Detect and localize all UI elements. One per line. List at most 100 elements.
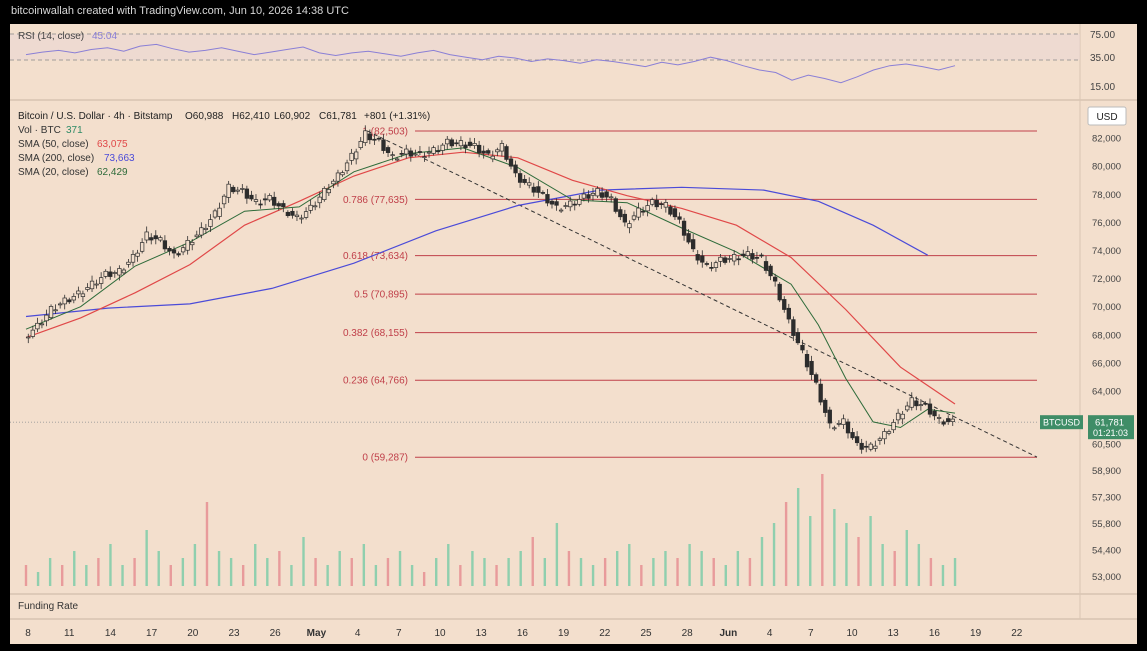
volume-bar — [628, 544, 631, 586]
candle-body — [180, 247, 186, 253]
candle-body — [208, 219, 213, 227]
candle-body — [786, 307, 791, 320]
candle-body — [176, 253, 181, 256]
candle-body — [946, 418, 951, 422]
rsi-line — [25, 43, 956, 84]
candle-body — [372, 138, 377, 141]
indicator-label-0: Vol · BTC — [18, 125, 61, 136]
volume-bar — [748, 558, 752, 586]
candle-body — [139, 242, 145, 252]
y-tick-label-3: 76,000 — [1092, 218, 1121, 229]
candle-body — [354, 151, 359, 160]
sma200-line — [25, 186, 928, 318]
x-tick-label-24: 22 — [1011, 628, 1023, 639]
fib-label-1: 0.786 (77,635) — [343, 195, 408, 206]
candle-body — [162, 240, 168, 250]
candle-body — [495, 149, 500, 153]
volume-bar — [447, 544, 450, 586]
indicator-label-2: SMA (200, close) — [18, 153, 94, 164]
candle-body — [376, 137, 382, 140]
candle-body — [549, 200, 555, 205]
volume-bar — [338, 551, 341, 586]
candle-body — [331, 180, 336, 185]
candle-body — [590, 193, 596, 196]
volume-bar — [157, 551, 160, 586]
indicator-value-1: 63,075 — [97, 139, 128, 150]
candle-body — [777, 283, 782, 301]
volume-bar — [471, 551, 474, 586]
volume-bar — [109, 544, 112, 586]
candle-body — [153, 235, 158, 240]
candle-body — [85, 287, 90, 290]
candle-body — [654, 199, 659, 208]
x-tick-label-7: May — [307, 628, 327, 639]
candle-body — [891, 422, 896, 431]
candle-body — [399, 153, 404, 155]
candle-body — [449, 139, 454, 147]
volume-bar — [652, 558, 655, 586]
candle-body — [285, 211, 291, 217]
candle-body — [30, 329, 35, 337]
candle-body — [800, 344, 805, 351]
attribution-text: bitcoinwallah created with TradingView.c… — [11, 5, 349, 17]
candle-body — [390, 154, 395, 157]
volume-bar — [555, 523, 559, 586]
fib-label-4: 0.382 (68,155) — [343, 328, 408, 339]
x-tick-label-0: 8 — [25, 628, 31, 639]
candle-body — [577, 199, 582, 205]
candle-body — [873, 445, 878, 449]
candle-body — [326, 189, 331, 194]
y-tick-label-13: 55,800 — [1092, 519, 1121, 530]
ohlc-high: H62,410 — [232, 111, 270, 122]
candle-body — [344, 162, 350, 172]
symbol-tag-label: BTCUSD — [1043, 418, 1081, 428]
currency-button[interactable] — [1087, 106, 1127, 126]
candle-body — [850, 432, 855, 439]
candle-body — [385, 147, 391, 153]
rsi-tick-label: 15.00 — [1090, 82, 1115, 93]
chart-svg[interactable]: 1 (82,503) 0.786 (77,635) 0.618 (73,634) 0.… — [10, 24, 1137, 644]
fib-label-2: 0.618 (73,634) — [343, 251, 408, 262]
y-tick-label-4: 74,000 — [1092, 246, 1121, 257]
candle-body — [276, 203, 281, 207]
candle-body — [941, 421, 946, 425]
volume-bar — [579, 558, 583, 586]
candle-body — [554, 201, 559, 206]
candle-body — [531, 186, 536, 193]
candle-body — [882, 431, 887, 440]
chart-area[interactable]: 1 (82,503) 0.786 (77,635) 0.618 (73,634) 0.… — [10, 24, 1137, 644]
candle-body — [440, 144, 445, 151]
candle-body — [190, 242, 195, 246]
volume-bar — [603, 558, 607, 586]
x-tick-label-10: 10 — [434, 628, 446, 639]
volume-bar — [254, 544, 257, 586]
volume-bar — [24, 565, 28, 586]
candle-body — [854, 436, 860, 444]
indicator-value-2: 73,663 — [104, 153, 135, 164]
volume-bar — [60, 565, 64, 586]
volume-bar — [217, 551, 221, 586]
volume-bar — [362, 544, 366, 586]
candle-body — [513, 164, 518, 174]
volume-bar — [266, 558, 269, 586]
candle-body — [709, 267, 714, 269]
candle-body — [613, 198, 618, 212]
volume-bar — [724, 565, 727, 586]
currency-button-label: USD — [1096, 112, 1117, 123]
candle-body — [809, 360, 814, 375]
rsi-tick-label: 75.00 — [1090, 30, 1115, 41]
y-tick-label-2: 78,000 — [1092, 190, 1121, 201]
volume-bar — [422, 572, 426, 586]
volume-bar — [278, 551, 281, 586]
y-tick-label-15: 53,000 — [1092, 572, 1121, 583]
x-tick-label-17: Jun — [720, 628, 738, 639]
volume-bar — [181, 558, 185, 586]
x-tick-label-14: 22 — [599, 628, 611, 639]
candle-body — [39, 323, 45, 326]
symbol-title: Bitcoin / U.S. Dollar · 4h · Bitstamp — [18, 111, 173, 122]
candle-body — [604, 191, 609, 198]
candle-body — [340, 172, 345, 176]
x-tick-label-22: 16 — [929, 628, 941, 639]
candle-body — [572, 203, 577, 206]
